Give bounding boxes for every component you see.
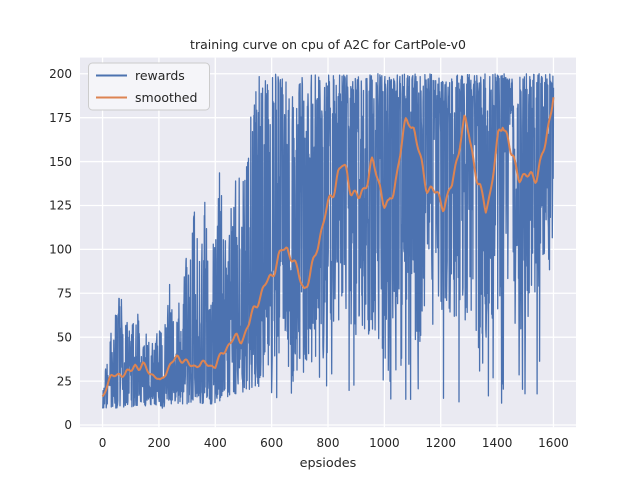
y-tick-label: 75	[57, 286, 72, 300]
y-tick-label: 200	[49, 67, 72, 81]
x-tick-label: 1600	[538, 436, 569, 450]
x-tick-label: 800	[317, 436, 340, 450]
y-tick-label: 50	[57, 330, 72, 344]
y-tick-label: 150	[49, 155, 72, 169]
x-tick-label: 1400	[482, 436, 513, 450]
legend-label-smoothed: smoothed	[135, 90, 197, 105]
x-tick-label: 200	[147, 436, 170, 450]
y-tick-label: 0	[64, 418, 72, 432]
smoothed-line	[101, 97, 555, 398]
y-tick-label: 25	[57, 374, 72, 388]
x-tick-label: 0	[99, 436, 107, 450]
rewards-line	[101, 73, 555, 409]
x-tick-label: 1000	[369, 436, 400, 450]
x-axis-label: epsiodes	[300, 456, 357, 471]
chart-title: training curve on cpu of A2C for CartPol…	[190, 37, 466, 52]
y-tick-label: 125	[49, 199, 72, 213]
y-tick-label: 175	[49, 111, 72, 125]
x-tick-label: 600	[260, 436, 283, 450]
x-tick-label: 400	[204, 436, 227, 450]
x-tick-label: 1200	[425, 436, 456, 450]
y-tick-label: 100	[49, 243, 72, 257]
legend-label-rewards: rewards	[135, 68, 185, 83]
